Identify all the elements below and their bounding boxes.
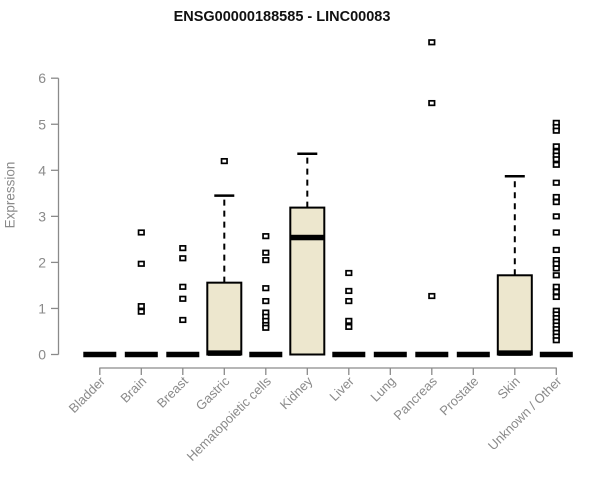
outlier-point-hematopoietic-cells-2 <box>262 256 270 264</box>
median-line-kidney <box>290 234 324 241</box>
outlier-point-unknown-other-18 <box>552 283 560 290</box>
box-kidney <box>289 206 326 356</box>
outlier-point-unknown-other-11 <box>552 213 560 220</box>
outlier-point-breast-2 <box>179 283 187 290</box>
outlier-point-unknown-other-10 <box>552 198 560 206</box>
y-tick-label: 6 <box>38 70 46 86</box>
outlier-point-hematopoietic-cells-0 <box>262 233 270 240</box>
outlier-point-liver-1 <box>345 287 353 295</box>
outlier-point-liver-2 <box>345 297 353 305</box>
outlier-point-pancreas-0 <box>428 39 436 46</box>
outlier-point-hematopoietic-cells-1 <box>262 249 270 256</box>
y-tick-label: 5 <box>38 116 46 132</box>
outlier-point-unknown-other-16 <box>552 265 560 272</box>
y-tick-label: 3 <box>38 208 46 224</box>
median-line-bladder <box>83 351 117 358</box>
outlier-point-unknown-other-19 <box>552 288 560 295</box>
y-tick-label: 2 <box>38 254 46 270</box>
x-tick-label-brain: Brain <box>117 374 149 406</box>
y-tick-label: 4 <box>38 162 46 178</box>
outlier-point-breast-0 <box>179 245 187 252</box>
x-tick-label-breast: Breast <box>154 373 191 410</box>
x-tick-label-lung: Lung <box>367 374 398 405</box>
x-tick-label-skin: Skin <box>494 374 522 402</box>
outlier-point-brain-0 <box>137 229 145 236</box>
x-tick-label-unknown-other: Unknown / Other <box>485 373 565 453</box>
outlier-point-liver-0 <box>345 269 353 277</box>
x-tick-label-prostate: Prostate <box>437 374 482 419</box>
median-line-brain <box>124 351 158 358</box>
outlier-point-breast-1 <box>179 255 187 262</box>
outlier-point-unknown-other-7 <box>552 161 560 168</box>
outlier-point-brain-3 <box>137 308 145 315</box>
outlier-point-unknown-other-20 <box>552 293 560 301</box>
outlier-point-brain-1 <box>137 260 145 267</box>
median-line-hematopoietic-cells <box>249 351 283 358</box>
outlier-point-hematopoietic-cells-9 <box>262 324 270 331</box>
median-line-gastric <box>207 350 241 356</box>
outlier-point-liver-4 <box>345 323 353 330</box>
x-tick-label-bladder: Bladder <box>66 373 109 416</box>
outlier-point-breast-3 <box>179 295 187 302</box>
outlier-point-unknown-other-3 <box>552 143 560 150</box>
outlier-point-brain-2 <box>137 303 145 310</box>
median-line-prostate <box>456 351 490 358</box>
median-line-skin <box>498 350 532 356</box>
outlier-point-gastric-0 <box>220 157 228 165</box>
x-tick-label-gastric: Gastric <box>193 373 233 413</box>
outlier-point-unknown-other-9 <box>552 193 560 201</box>
outlier-point-unknown-other-13 <box>552 246 560 254</box>
outlier-point-unknown-other-6 <box>552 156 560 163</box>
y-axis-label: Expression <box>2 161 18 229</box>
median-line-breast <box>166 351 200 358</box>
y-tick-label: 1 <box>38 300 46 316</box>
y-tick-label: 0 <box>38 347 46 363</box>
median-line-pancreas <box>415 351 449 358</box>
x-tick-label-pancreas: Pancreas <box>390 373 440 423</box>
median-line-liver <box>332 351 366 358</box>
outlier-point-hematopoietic-cells-4 <box>262 297 270 305</box>
outlier-point-liver-3 <box>345 317 353 324</box>
outlier-point-breast-4 <box>179 316 187 324</box>
box-gastric <box>206 281 243 356</box>
outlier-point-unknown-other-17 <box>552 272 560 279</box>
outlier-point-pancreas-2 <box>428 292 436 300</box>
outlier-point-unknown-other-29 <box>552 337 560 344</box>
chart-title: ENSG00000188585 - LINC00083 <box>173 9 391 25</box>
x-tick-label-kidney: Kidney <box>277 373 316 412</box>
x-tick-label-liver: Liver <box>326 373 357 404</box>
box-skin <box>496 274 533 356</box>
outlier-point-unknown-other-2 <box>552 127 560 134</box>
outlier-point-unknown-other-8 <box>552 179 560 186</box>
outlier-point-unknown-other-12 <box>552 229 560 236</box>
outlier-point-pancreas-1 <box>428 99 436 107</box>
median-line-unknown-other <box>539 351 573 358</box>
outlier-point-hematopoietic-cells-3 <box>262 285 270 292</box>
median-line-lung <box>373 351 407 358</box>
